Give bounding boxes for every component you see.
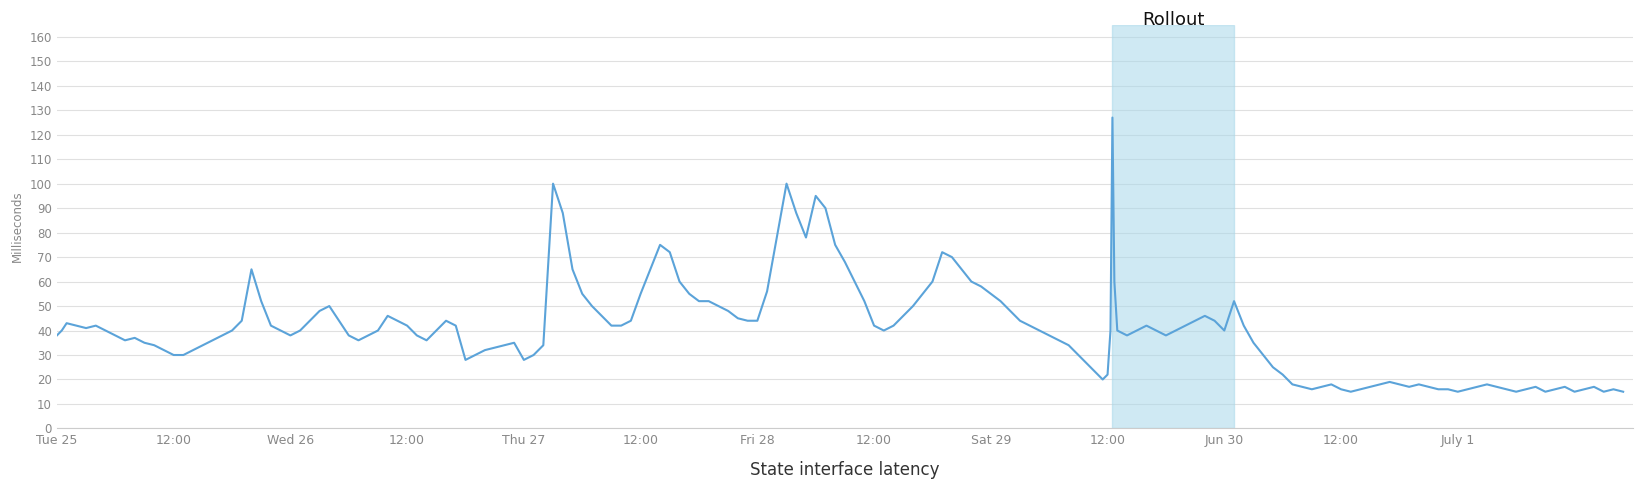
Text: Rollout: Rollout bbox=[1143, 11, 1205, 29]
X-axis label: State interface latency: State interface latency bbox=[750, 461, 940, 479]
Bar bbox=[1113, 24, 1235, 428]
Y-axis label: Milliseconds: Milliseconds bbox=[12, 191, 25, 262]
